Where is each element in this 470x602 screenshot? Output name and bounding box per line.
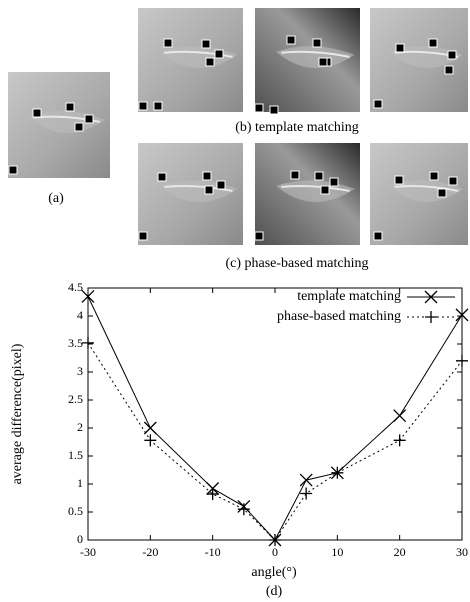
feature-point bbox=[138, 231, 148, 241]
lip-line bbox=[164, 184, 233, 192]
marker bbox=[424, 290, 438, 304]
y-tick-label: 4.5 bbox=[68, 280, 83, 294]
feature-point bbox=[163, 38, 173, 48]
feature-point bbox=[84, 114, 94, 124]
marker bbox=[299, 473, 313, 487]
feature-point bbox=[204, 185, 214, 195]
feature-point bbox=[312, 38, 322, 48]
marker bbox=[269, 534, 281, 546]
y-tick-label: 0 bbox=[77, 532, 83, 546]
feature-point bbox=[8, 165, 18, 175]
feature-point bbox=[269, 105, 279, 115]
marker bbox=[455, 308, 469, 322]
chart-caption: (d) bbox=[266, 584, 283, 599]
feature-point bbox=[437, 188, 447, 198]
feature-point bbox=[394, 175, 404, 185]
feature-point bbox=[216, 180, 226, 190]
feature-point bbox=[318, 57, 328, 67]
marker bbox=[82, 336, 94, 349]
caption-c: (c) phase-based matching bbox=[225, 256, 368, 271]
feature-point bbox=[395, 43, 405, 53]
feature-point bbox=[205, 57, 215, 67]
legend-label: phase-based matching bbox=[277, 309, 401, 324]
feature-point bbox=[290, 170, 300, 180]
feature-point bbox=[254, 103, 264, 113]
y-tick-label: 2.5 bbox=[68, 392, 83, 406]
y-tick-label: 1 bbox=[77, 476, 83, 490]
x-tick-label: 30 bbox=[456, 545, 468, 559]
feature-point bbox=[138, 101, 148, 111]
feature-point bbox=[373, 231, 383, 241]
legend-label: template matching bbox=[297, 289, 401, 304]
x-tick-label: 10 bbox=[331, 545, 343, 559]
lip-line bbox=[281, 184, 350, 192]
marker bbox=[393, 409, 407, 423]
feature-point bbox=[448, 176, 458, 186]
feature-point bbox=[202, 171, 212, 181]
feature-point bbox=[447, 50, 457, 60]
x-tick-label: 0 bbox=[272, 545, 278, 559]
marker bbox=[81, 289, 95, 303]
y-tick-label: 1.5 bbox=[68, 448, 83, 462]
x-axis-label: angle(°) bbox=[251, 565, 297, 580]
feature-point bbox=[329, 177, 339, 187]
marker bbox=[206, 488, 219, 501]
feature-point bbox=[286, 35, 296, 45]
feature-point bbox=[428, 38, 438, 48]
marker bbox=[425, 311, 437, 323]
feature-point bbox=[373, 99, 383, 109]
feature-point bbox=[157, 172, 167, 182]
feature-point bbox=[254, 231, 264, 241]
y-tick-label: 3.5 bbox=[68, 336, 83, 350]
lip-line bbox=[164, 50, 233, 58]
marker bbox=[144, 434, 157, 447]
lip-line bbox=[281, 50, 350, 58]
y-tick-label: 2 bbox=[77, 420, 83, 434]
x-tick-label: -10 bbox=[205, 545, 221, 559]
y-axis-label: average difference(pixel) bbox=[10, 343, 25, 484]
caption-b: (b) template matching bbox=[235, 120, 359, 135]
feature-point bbox=[429, 171, 439, 181]
feature-point bbox=[65, 102, 75, 112]
marker bbox=[237, 503, 250, 516]
marker bbox=[143, 421, 157, 435]
feature-point bbox=[314, 171, 324, 181]
x-tick-label: 20 bbox=[394, 545, 406, 559]
lip-line bbox=[394, 184, 459, 192]
feature-point bbox=[74, 122, 84, 132]
marker bbox=[393, 434, 406, 447]
y-tick-label: 3 bbox=[77, 364, 83, 378]
series-line bbox=[87, 342, 463, 541]
x-tick-label: -20 bbox=[142, 545, 158, 559]
feature-point bbox=[444, 65, 454, 75]
y-tick-label: 4 bbox=[77, 308, 83, 322]
feature-point bbox=[214, 49, 224, 59]
feature-point bbox=[153, 101, 163, 111]
caption-a: (a) bbox=[48, 191, 64, 206]
feature-point bbox=[32, 108, 42, 118]
marker bbox=[456, 354, 468, 367]
x-tick-label: -30 bbox=[80, 545, 96, 559]
feature-point bbox=[201, 39, 211, 49]
marker bbox=[331, 466, 344, 479]
y-tick-label: 0.5 bbox=[68, 504, 83, 518]
marker bbox=[300, 487, 313, 500]
series-line bbox=[87, 296, 463, 541]
feature-point bbox=[320, 185, 330, 195]
